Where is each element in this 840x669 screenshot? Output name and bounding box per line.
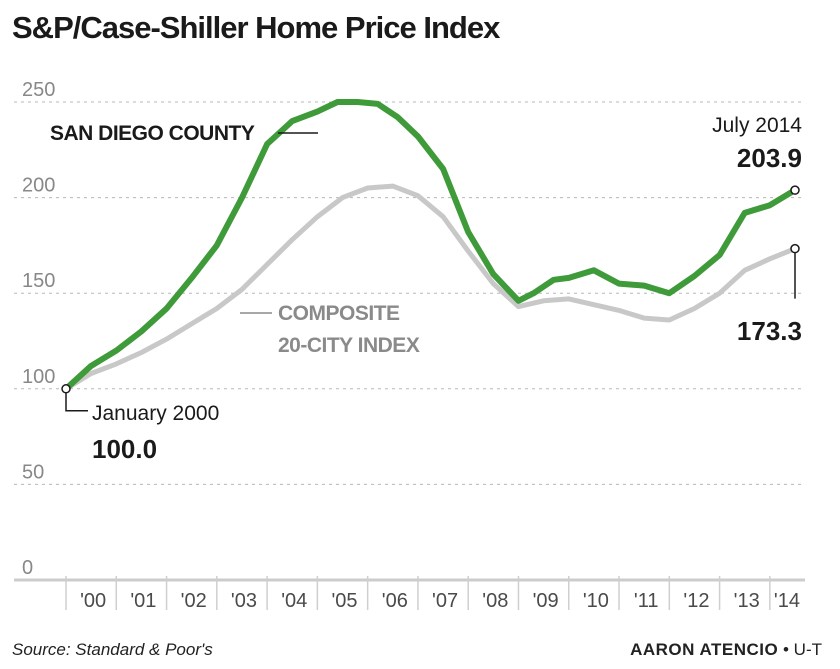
start-leader: [65, 388, 88, 412]
start-point-marker: [61, 384, 71, 394]
series-line-san-diego: [63, 99, 798, 392]
y-axis-ticks: 250 200 150 100 50 0: [22, 79, 55, 579]
label-start-date: January 2000: [92, 402, 219, 425]
series-line-composite: [63, 183, 798, 392]
x-tick-label: '07: [432, 590, 458, 612]
y-tick-label: 50: [22, 461, 44, 483]
x-tick-label: '13: [734, 590, 760, 612]
label-composite-line2: 20-CITY INDEX: [278, 334, 420, 357]
y-tick-label: 0: [22, 557, 33, 579]
label-composite-line1: COMPOSITE: [278, 302, 400, 325]
x-tick-label: '14: [774, 590, 800, 612]
y-tick-label: 200: [22, 175, 55, 197]
gridlines: [14, 101, 805, 485]
x-tick-label: '06: [382, 590, 408, 612]
x-tick-label: '02: [181, 590, 207, 612]
x-axis: '00 '01 '02 '03 '04 '05 '06 '07 '08 '09 '10 '11 '12 '…: [14, 576, 805, 612]
x-tick-label: '09: [533, 590, 559, 612]
chart-svg: 250 200 150 100 50 0 '00 '01 '02 '03 '04 '05 '06 '07…: [14, 79, 805, 612]
annotations: SAN DIEGO COUNTY COMPOSITE 20-CITY INDEX…: [50, 114, 802, 464]
x-tick-label: '08: [482, 590, 508, 612]
credit-name: AARON ATENCIO: [630, 640, 779, 659]
x-tick-label: '10: [583, 590, 609, 612]
x-tick-label: '00: [80, 590, 106, 612]
end-point-marker-composite: [790, 243, 800, 254]
x-tick-label: '04: [281, 590, 307, 612]
series-lines: [61, 99, 800, 412]
label-end-comp-value: 173.3: [737, 316, 802, 346]
label-end-sd-value: 203.9: [737, 143, 802, 173]
credit-org: U-T: [793, 640, 822, 659]
label-start-value: 100.0: [92, 434, 157, 464]
credit: AARON ATENCIO • U-T: [630, 640, 822, 660]
end-point-marker-san-diego: [790, 185, 800, 195]
x-tick-label: '03: [231, 590, 257, 612]
credit-separator: •: [782, 640, 789, 659]
source-note: Source: Standard & Poor's: [12, 640, 213, 659]
x-tick-label: '01: [130, 590, 156, 612]
label-san-diego: SAN DIEGO COUNTY: [50, 122, 255, 145]
x-tick-label: '11: [634, 590, 659, 612]
x-tick-label: '05: [331, 590, 357, 612]
label-end-date: July 2014: [712, 114, 802, 137]
y-tick-label: 150: [22, 270, 55, 292]
x-tick-label: '12: [683, 590, 709, 612]
y-tick-label: 100: [22, 366, 55, 388]
y-tick-label: 250: [22, 79, 55, 101]
chart-title: S&P/Case-Shiller Home Price Index: [12, 10, 500, 45]
